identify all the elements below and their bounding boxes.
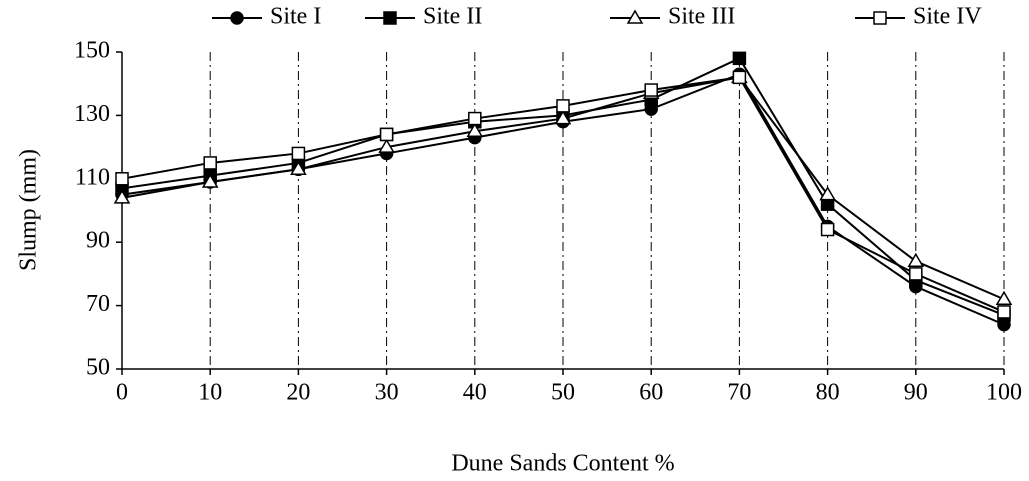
legend-marker: [383, 11, 397, 25]
marker: [468, 111, 482, 126]
legend-marker: [230, 11, 244, 25]
marker: [907, 252, 925, 267]
marker: [556, 99, 570, 113]
x-tick-label: 0: [116, 380, 128, 406]
x-tick-label: 80: [816, 380, 840, 406]
x-tick-label: 10: [198, 380, 222, 406]
marker: [819, 186, 836, 201]
x-tick-label: 20: [286, 380, 310, 406]
y-tick-label: 110: [75, 164, 110, 190]
y-axis-label: Slump (mm): [16, 149, 42, 271]
marker: [379, 127, 394, 142]
marker: [115, 172, 129, 186]
marker: [995, 290, 1013, 306]
legend-label: Site I: [270, 4, 321, 30]
marker: [291, 146, 306, 161]
y-tick-label: 130: [74, 101, 110, 127]
marker: [820, 222, 835, 237]
marker: [732, 70, 747, 85]
y-tick-label: 70: [86, 291, 110, 317]
marker: [201, 173, 219, 188]
x-tick-label: 50: [551, 380, 575, 406]
marker: [378, 138, 395, 153]
legend-marker: [626, 9, 644, 24]
x-tick-label: 40: [463, 380, 487, 406]
x-tick-label: 60: [639, 380, 663, 406]
legend-label: Site III: [668, 4, 735, 30]
marker: [203, 156, 217, 170]
y-tick-label: 150: [74, 38, 110, 64]
x-tick-label: 30: [375, 380, 399, 406]
x-tick-label: 100: [986, 380, 1022, 406]
legend-label: Site IV: [913, 4, 982, 30]
marker: [290, 160, 307, 176]
marker: [732, 51, 747, 66]
marker: [909, 267, 923, 281]
marker: [466, 122, 484, 137]
marker: [554, 110, 572, 125]
x-tick-label: 70: [727, 380, 751, 406]
legend-marker: [873, 11, 887, 25]
x-axis-label: Dune Sands Content %: [451, 451, 674, 477]
y-tick-label: 90: [86, 228, 110, 254]
x-tick-label: 90: [904, 380, 928, 406]
legend-label: Site II: [423, 4, 482, 30]
marker: [997, 305, 1011, 319]
marker: [113, 189, 131, 204]
marker: [644, 83, 658, 97]
y-tick-label: 50: [86, 355, 110, 381]
